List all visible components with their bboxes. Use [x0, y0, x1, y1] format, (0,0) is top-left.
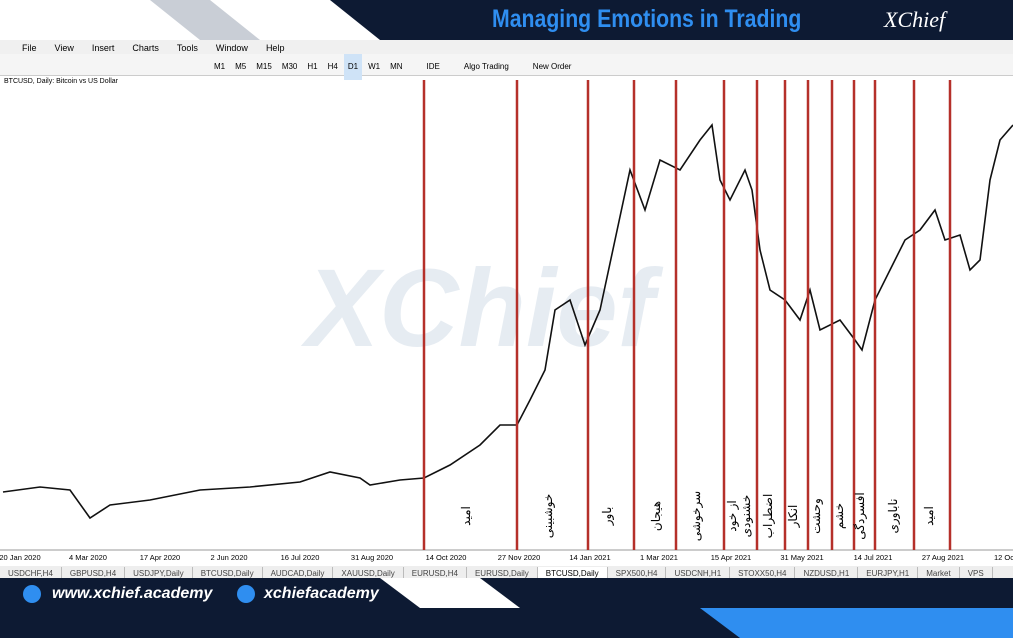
x-tick-label: 14 Jan 2021 [569, 553, 610, 562]
toolbar-button[interactable]: Algo Trading [463, 62, 509, 71]
chart-tab[interactable]: VPS [960, 567, 993, 578]
menu-item[interactable]: Window [215, 43, 248, 53]
emotion-label: باور [600, 507, 614, 527]
chart-tab[interactable]: XAUUSD,Daily [333, 567, 404, 578]
chart-tab[interactable]: USDCNH,H1 [666, 567, 731, 578]
timeframe-button[interactable]: M30 [281, 62, 298, 71]
timeframe-button[interactable]: M1 [214, 62, 226, 71]
toolbar: M1 M5 M15 M30 H1 H4 D1 W1 MN IDE Algo Trading New O… [0, 54, 1013, 80]
emotion-label: وحشت [809, 498, 823, 534]
chart-tab[interactable]: NZDUSD,H1 [795, 567, 859, 578]
banner-title: Managing Emotions in Trading [492, 5, 802, 33]
timeframe-button[interactable]: H4 [327, 62, 338, 71]
menu-bar: File View Insert Charts Tools Window Help [0, 40, 1013, 54]
menu-item[interactable]: Charts [132, 43, 159, 53]
footer-art [23, 578, 1013, 638]
instagram: xchiefacademy [264, 585, 379, 602]
toolbar-button[interactable]: New Order [532, 62, 572, 71]
price-line [2, 123, 1013, 520]
x-tick-label: 16 Jul 2020 [281, 553, 320, 562]
timeframe-button[interactable]: W1 [368, 62, 381, 71]
chart: XChief امید خوشبینی باور هیجان سرخوشی از خود خ… [0, 80, 1013, 562]
menu-item[interactable]: View [54, 43, 74, 53]
timeframe-button[interactable]: M15 [256, 62, 272, 71]
x-tick-label: 2 Jun 2020 [210, 553, 247, 562]
chart-tab[interactable]: EURUSD,H4 [404, 567, 467, 578]
x-tick-label: 17 Apr 2020 [140, 553, 180, 562]
chart-tab[interactable]: EURUSD,Daily [467, 567, 538, 578]
emotion-label: خشم [832, 503, 846, 529]
website: www.xchief.academy [52, 585, 213, 602]
chart-tab[interactable]: BTCUSD,Daily [193, 567, 263, 578]
brand: XChief [884, 7, 946, 32]
x-tick-label: 20 Jan 2020 [0, 553, 41, 562]
emotion-label: خشنودی [739, 495, 753, 538]
chart-tab[interactable]: AUDCAD,Daily [263, 567, 334, 578]
timeframe-button[interactable]: H1 [307, 62, 318, 71]
timeframe-button[interactable]: D1 [343, 54, 363, 80]
emotion-label: افسردگی [853, 492, 867, 539]
chart-tab[interactable]: Market [918, 567, 960, 578]
timeframe-button[interactable]: M5 [235, 62, 247, 71]
x-tick-label: 12 Oct [994, 553, 1013, 562]
toolbar-button[interactable]: IDE [426, 62, 440, 71]
menu-item[interactable]: File [22, 43, 37, 53]
chart-tab[interactable]: USDCHF,H4 [0, 567, 62, 578]
x-tick-label: 27 Nov 2020 [498, 553, 541, 562]
x-tick-label: 15 Apr 2021 [711, 553, 751, 562]
emotion-label: اضطراب [761, 494, 775, 539]
emotion-label: انکار [786, 505, 800, 529]
chart-tab[interactable]: SPX500,H4 [608, 567, 667, 578]
footer: www.xchief.academy xchiefacademy [0, 578, 1013, 638]
tab-bar: USDCHF,H4 GBPUSD,H4 USDJPY,Daily BTCUSD,Dai… [0, 566, 1013, 578]
x-tick-label: 31 Aug 2020 [351, 553, 393, 562]
menu-item[interactable]: Tools [176, 43, 198, 53]
banner-art [150, 0, 1013, 40]
emotion-label: سرخوشی [689, 491, 703, 541]
menu-item[interactable]: Insert [91, 43, 115, 53]
chart-tab[interactable]: EURJPY,H1 [858, 567, 919, 578]
watermark: XChief [300, 247, 664, 370]
banner: Managing Emotions in Trading XChief [0, 0, 1013, 40]
chart-tab[interactable]: STOXX50,H4 [730, 567, 796, 578]
chart-tab[interactable]: GBPUSD,H4 [62, 567, 126, 578]
x-tick-label: 27 Aug 2021 [922, 553, 964, 562]
chart-header: BTCUSD, Daily: Bitcoin vs US Dollar [4, 78, 118, 85]
x-tick-label: 14 Jul 2021 [854, 553, 893, 562]
timeframe-button[interactable]: MN [390, 62, 403, 71]
chart-tab[interactable]: BTCUSD,Daily [537, 567, 608, 578]
emotion-label: از خود [725, 500, 739, 531]
emotion-label: ناباوری [886, 499, 900, 534]
x-tick-label: 31 May 2021 [780, 553, 823, 562]
x-tick-label: 1 Mar 2021 [640, 553, 678, 562]
emotion-label: خوشبینی [541, 494, 555, 539]
chart-tab[interactable]: USDJPY,Daily [125, 567, 193, 578]
x-tick-label: 14 Oct 2020 [426, 553, 467, 562]
emotion-label: امید [922, 506, 936, 526]
x-tick-label: 4 Mar 2020 [69, 553, 107, 562]
menu-item[interactable]: Help [265, 43, 285, 53]
emotion-label: هیجان [649, 501, 663, 531]
emotion-label: امید [459, 506, 473, 526]
